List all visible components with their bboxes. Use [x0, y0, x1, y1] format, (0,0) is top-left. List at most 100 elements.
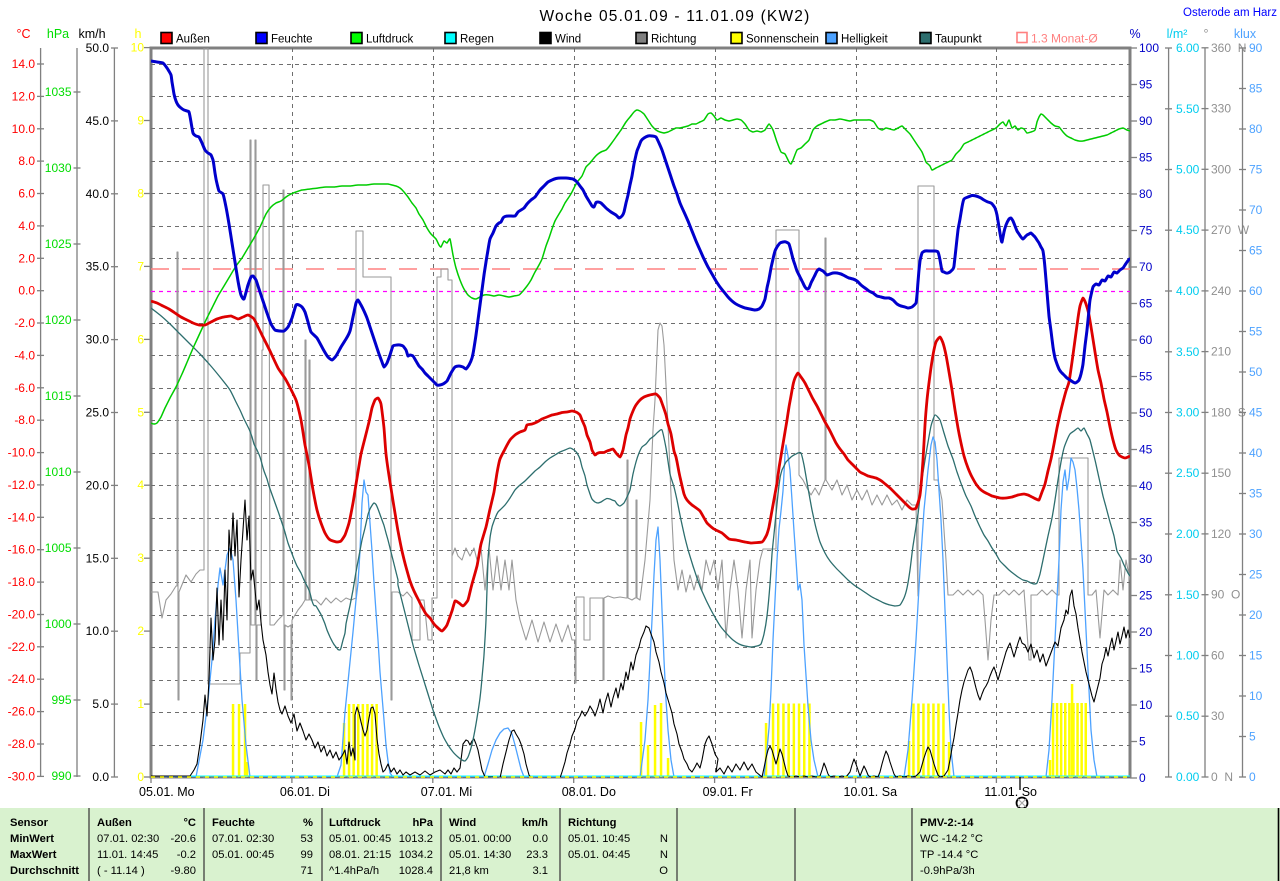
svg-text:0.50: 0.50: [1176, 709, 1200, 723]
svg-text:12.0: 12.0: [12, 89, 36, 103]
svg-text:90 O: 90 O: [1211, 588, 1240, 602]
svg-text:10.0: 10.0: [86, 624, 110, 638]
svg-text:30: 30: [1211, 709, 1225, 723]
svg-text:40: 40: [1139, 479, 1153, 493]
svg-text:53: 53: [301, 833, 313, 845]
svg-text:hPa: hPa: [47, 27, 69, 41]
svg-text:( - 11.14 ): ( - 11.14 ): [97, 865, 145, 877]
svg-text:1.3 Monat-Ø: 1.3 Monat-Ø: [1031, 32, 1098, 46]
svg-text:75: 75: [1139, 224, 1153, 238]
svg-text:-9.80: -9.80: [171, 865, 197, 877]
svg-text:PMV-2:-14: PMV-2:-14: [920, 817, 974, 829]
svg-text:07.01. 02:30: 07.01. 02:30: [212, 833, 274, 845]
svg-text:klux: klux: [1234, 27, 1257, 41]
svg-text:23.3: 23.3: [526, 849, 548, 861]
svg-text:-22.0: -22.0: [8, 640, 36, 654]
svg-text:Regen: Regen: [460, 34, 494, 46]
svg-text:4.0: 4.0: [18, 219, 35, 233]
svg-text:120: 120: [1211, 527, 1231, 541]
svg-text:70: 70: [1249, 203, 1263, 217]
svg-text:85: 85: [1249, 82, 1263, 96]
svg-text:1035: 1035: [45, 85, 72, 99]
svg-text:35: 35: [1139, 516, 1153, 530]
svg-text:1015: 1015: [45, 389, 72, 403]
svg-text:09.01. Fr: 09.01. Fr: [703, 785, 753, 799]
svg-text:2: 2: [137, 624, 144, 638]
svg-text:%: %: [303, 817, 313, 829]
svg-text:07.01. Mi: 07.01. Mi: [421, 785, 472, 799]
svg-text:150: 150: [1211, 466, 1231, 480]
svg-text:-16.0: -16.0: [8, 543, 36, 557]
svg-text:Helligkeit: Helligkeit: [841, 34, 888, 46]
svg-text:TP -14.4 °C: TP -14.4 °C: [920, 849, 978, 861]
svg-text:20: 20: [1139, 625, 1153, 639]
svg-text:2.00: 2.00: [1176, 527, 1200, 541]
svg-text:50: 50: [1249, 365, 1263, 379]
svg-text:km/h: km/h: [522, 817, 548, 829]
svg-text:Feuchte: Feuchte: [212, 817, 255, 829]
svg-text:%: %: [1129, 27, 1140, 41]
svg-text:-20.0: -20.0: [8, 608, 36, 622]
svg-text:10.01. Sa: 10.01. Sa: [844, 785, 898, 799]
svg-text:15: 15: [1249, 649, 1263, 663]
svg-text:-10.0: -10.0: [8, 446, 36, 460]
svg-text:WC -14.2 °C: WC -14.2 °C: [920, 833, 983, 845]
svg-text:Wind: Wind: [555, 34, 581, 46]
svg-text:80: 80: [1139, 187, 1153, 201]
svg-text:60: 60: [1249, 284, 1263, 298]
svg-text:7: 7: [137, 259, 144, 273]
svg-text:05.01. Mo: 05.01. Mo: [139, 785, 195, 799]
svg-text:5.50: 5.50: [1176, 102, 1200, 116]
svg-text:km/h: km/h: [78, 27, 105, 41]
svg-text:-12.0: -12.0: [8, 478, 36, 492]
svg-text:08.01. Do: 08.01. Do: [562, 785, 616, 799]
svg-text:-8.0: -8.0: [14, 413, 35, 427]
svg-text:5: 5: [1139, 735, 1146, 749]
svg-text:4.50: 4.50: [1176, 223, 1200, 237]
svg-text:Sensor: Sensor: [10, 817, 49, 829]
svg-text:5.0: 5.0: [92, 697, 109, 711]
svg-text:Außen: Außen: [97, 817, 132, 829]
svg-text:6.0: 6.0: [18, 187, 35, 201]
svg-text:-4.0: -4.0: [14, 348, 35, 362]
svg-text:-0.2: -0.2: [177, 849, 196, 861]
svg-text:11.01. 14:45: 11.01. 14:45: [97, 849, 158, 861]
svg-text:10: 10: [131, 41, 145, 55]
svg-text:40: 40: [1249, 446, 1263, 460]
svg-text:08.01. 21:15: 08.01. 21:15: [329, 849, 391, 861]
svg-text:1025: 1025: [45, 237, 72, 251]
svg-text:0: 0: [137, 770, 144, 784]
svg-text:0.0: 0.0: [18, 284, 35, 298]
svg-text:60: 60: [1139, 333, 1153, 347]
svg-text:20: 20: [1249, 608, 1263, 622]
svg-text:0: 0: [1249, 770, 1256, 784]
svg-text:3: 3: [137, 551, 144, 565]
svg-text:05.01. 10:45: 05.01. 10:45: [568, 833, 630, 845]
svg-text:N: N: [660, 833, 668, 845]
svg-text:05.01. 00:00: 05.01. 00:00: [449, 833, 511, 845]
svg-text:45: 45: [1249, 406, 1263, 420]
svg-text:10.0: 10.0: [12, 122, 36, 136]
svg-text:1020: 1020: [45, 313, 72, 327]
svg-text:8.0: 8.0: [18, 154, 35, 168]
svg-text:15: 15: [1139, 662, 1153, 676]
svg-text:8: 8: [137, 187, 144, 201]
svg-text:0.0: 0.0: [532, 833, 548, 845]
svg-text:Luftdruck: Luftdruck: [366, 34, 414, 46]
svg-text:45: 45: [1139, 443, 1153, 457]
svg-text:30: 30: [1249, 527, 1263, 541]
svg-text:Außen: Außen: [176, 34, 210, 46]
svg-text:Osterode am Harz: Osterode am Harz: [1183, 7, 1277, 19]
svg-text:270 W: 270 W: [1211, 223, 1250, 237]
svg-text:-28.0: -28.0: [8, 737, 36, 751]
svg-text:4.00: 4.00: [1176, 284, 1200, 298]
svg-text:10: 10: [1249, 689, 1263, 703]
svg-text:1.00: 1.00: [1176, 649, 1200, 663]
svg-text:90: 90: [1139, 114, 1153, 128]
svg-text:70: 70: [1139, 260, 1153, 274]
svg-text:N: N: [660, 849, 668, 861]
svg-text:80: 80: [1249, 122, 1263, 136]
svg-text:25.0: 25.0: [86, 406, 110, 420]
svg-text:1030: 1030: [45, 161, 72, 175]
svg-text:1005: 1005: [45, 541, 72, 555]
